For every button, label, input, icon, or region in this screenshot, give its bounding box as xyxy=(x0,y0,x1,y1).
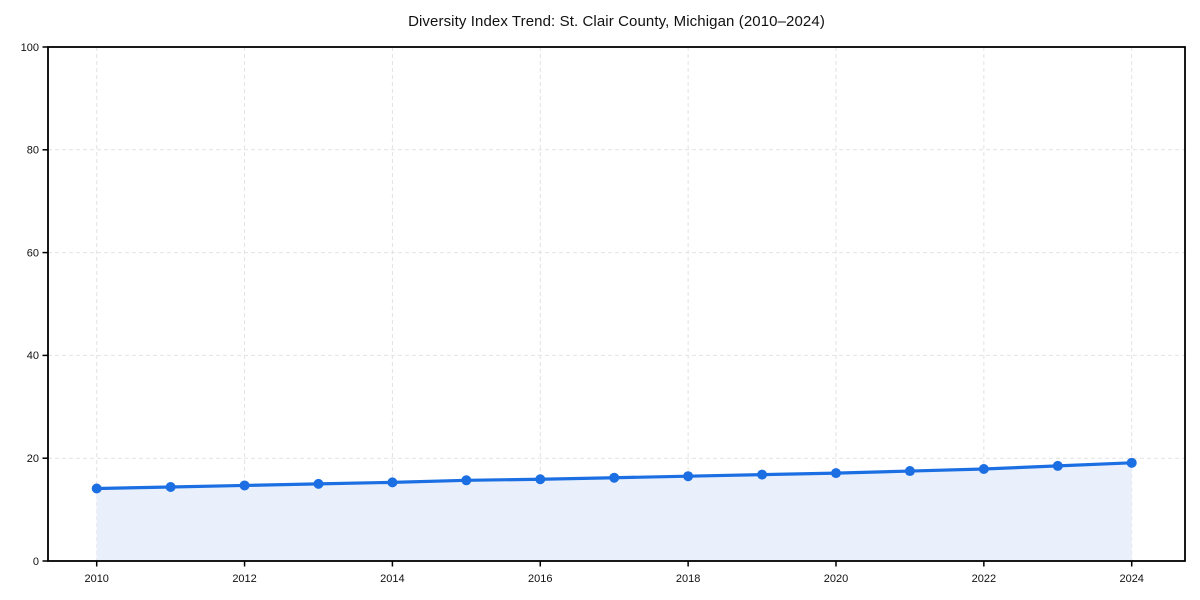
y-axis-tick-label: 40 xyxy=(27,350,39,362)
data-point xyxy=(91,483,102,494)
x-axis-tick-label: 2014 xyxy=(380,573,404,585)
y-axis-tick-label: 0 xyxy=(33,556,39,568)
data-point xyxy=(609,472,620,483)
data-point xyxy=(978,463,989,474)
x-axis-tick-label: 2020 xyxy=(824,573,848,585)
x-axis-tick-label: 2024 xyxy=(1119,573,1143,585)
data-point xyxy=(165,481,176,492)
y-axis-tick-label: 60 xyxy=(27,247,39,259)
data-point xyxy=(1126,457,1137,468)
data-point xyxy=(239,480,250,491)
data-point xyxy=(1052,460,1063,471)
data-point xyxy=(461,475,472,486)
x-axis-tick-label: 2022 xyxy=(972,573,996,585)
data-point xyxy=(387,477,398,488)
data-point xyxy=(757,469,768,480)
x-axis-tick-label: 2016 xyxy=(528,573,552,585)
plot-frame xyxy=(47,46,1186,562)
chart-title: Diversity Index Trend: St. Clair County,… xyxy=(408,13,825,30)
data-point xyxy=(535,474,546,485)
y-axis-tick-label: 20 xyxy=(27,453,39,465)
data-point xyxy=(830,468,841,479)
data-point xyxy=(904,466,915,477)
area-fill xyxy=(96,462,1132,561)
y-axis-tick-label: 80 xyxy=(27,145,39,157)
data-point xyxy=(313,478,324,489)
x-axis-tick-label: 2018 xyxy=(676,573,700,585)
data-point xyxy=(683,471,694,482)
y-axis-tick-label: 100 xyxy=(21,42,39,54)
x-axis-tick-label: 2012 xyxy=(232,573,256,585)
x-axis-tick-label: 2010 xyxy=(84,573,108,585)
